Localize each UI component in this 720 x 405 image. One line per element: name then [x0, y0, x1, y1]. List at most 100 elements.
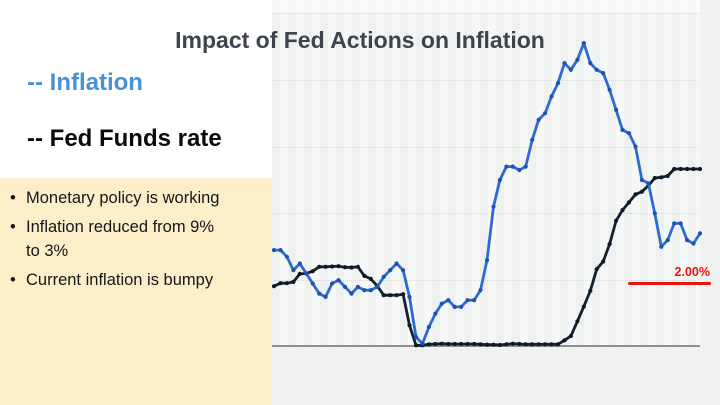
data-point — [291, 268, 296, 273]
data-point — [388, 268, 393, 273]
data-point — [472, 341, 477, 347]
data-point — [588, 288, 593, 293]
data-point — [272, 248, 277, 253]
data-point — [652, 211, 657, 216]
data-point — [530, 137, 535, 142]
data-point — [607, 242, 612, 247]
data-point — [697, 231, 703, 236]
data-point — [426, 342, 431, 347]
target-2-percent-label: 2.00% — [674, 265, 710, 279]
data-point — [388, 293, 393, 298]
data-point — [497, 177, 502, 183]
data-point — [484, 342, 490, 347]
data-point — [530, 342, 535, 347]
data-point — [355, 264, 360, 269]
data-point — [620, 127, 625, 132]
data-point — [523, 342, 528, 347]
data-point — [272, 284, 277, 289]
data-point — [646, 181, 651, 186]
bullet-icon: • — [10, 271, 16, 289]
data-point — [278, 248, 283, 253]
data-point — [368, 276, 373, 281]
slide-title: Impact of Fed Actions on Inflation — [175, 27, 545, 53]
data-point — [413, 334, 419, 340]
data-point — [497, 342, 502, 348]
data-point — [601, 71, 606, 76]
data-point — [555, 342, 561, 347]
target-2-percent-line — [628, 282, 711, 285]
data-point — [568, 67, 573, 72]
data-point — [362, 288, 367, 293]
data-point — [665, 173, 670, 179]
data-point — [581, 304, 586, 309]
data-point — [672, 221, 677, 226]
data-point — [368, 288, 373, 293]
data-point — [330, 281, 335, 286]
data-point — [517, 341, 522, 347]
data-point — [659, 244, 664, 249]
data-point — [659, 175, 664, 180]
data-point — [472, 298, 477, 303]
data-point — [652, 175, 657, 181]
data-point — [342, 284, 348, 289]
data-point — [581, 41, 586, 46]
data-point — [691, 166, 696, 172]
data-point — [355, 284, 360, 289]
data-point — [407, 294, 412, 299]
data-point — [536, 342, 541, 347]
data-point — [555, 81, 561, 86]
note-item: • Inflation reduced from 9% to 3% — [9, 215, 264, 263]
bullet-icon: • — [10, 189, 16, 207]
note-item: • Current inflation is bumpy — [9, 268, 264, 292]
plot-top-band — [272, 0, 700, 12]
data-point — [304, 271, 309, 276]
data-point — [685, 238, 690, 243]
data-point — [478, 342, 483, 347]
data-point — [620, 208, 625, 213]
data-point — [504, 164, 509, 169]
data-point — [614, 218, 619, 223]
data-point — [633, 144, 638, 149]
data-point — [433, 341, 438, 347]
data-point — [594, 267, 599, 272]
notes-list: • Monetary policy is working • Inflation r… — [9, 186, 264, 292]
data-point — [523, 164, 528, 169]
data-point — [459, 304, 464, 309]
data-point — [562, 338, 567, 343]
data-point — [426, 324, 431, 330]
data-point — [439, 301, 444, 306]
data-point — [297, 261, 302, 266]
data-point — [543, 342, 548, 347]
data-point — [504, 342, 509, 347]
legend-inflation: -- Inflation — [27, 69, 143, 96]
data-point — [665, 238, 670, 243]
legend-fed-funds-rate: -- Fed Funds rate — [27, 125, 222, 152]
data-point — [491, 204, 496, 209]
data-point — [678, 221, 683, 226]
data-point — [375, 284, 380, 289]
data-point — [588, 61, 593, 66]
data-point — [420, 341, 425, 346]
data-point — [459, 341, 464, 347]
data-point — [452, 304, 457, 309]
data-point — [491, 342, 496, 347]
data-point — [575, 57, 580, 62]
data-point — [278, 281, 283, 286]
data-point — [323, 294, 328, 299]
data-point — [381, 274, 386, 279]
data-point — [349, 265, 354, 270]
data-point — [626, 131, 632, 136]
data-point — [510, 164, 515, 169]
data-point — [562, 61, 567, 66]
data-point — [381, 293, 386, 298]
data-point — [452, 341, 457, 347]
data-point — [465, 298, 470, 303]
data-point — [401, 268, 406, 273]
data-point — [575, 319, 580, 324]
data-point — [601, 259, 606, 264]
data-point — [439, 341, 444, 346]
data-point — [297, 271, 302, 276]
data-point — [291, 279, 296, 284]
data-point — [639, 189, 644, 194]
data-point — [594, 67, 599, 72]
